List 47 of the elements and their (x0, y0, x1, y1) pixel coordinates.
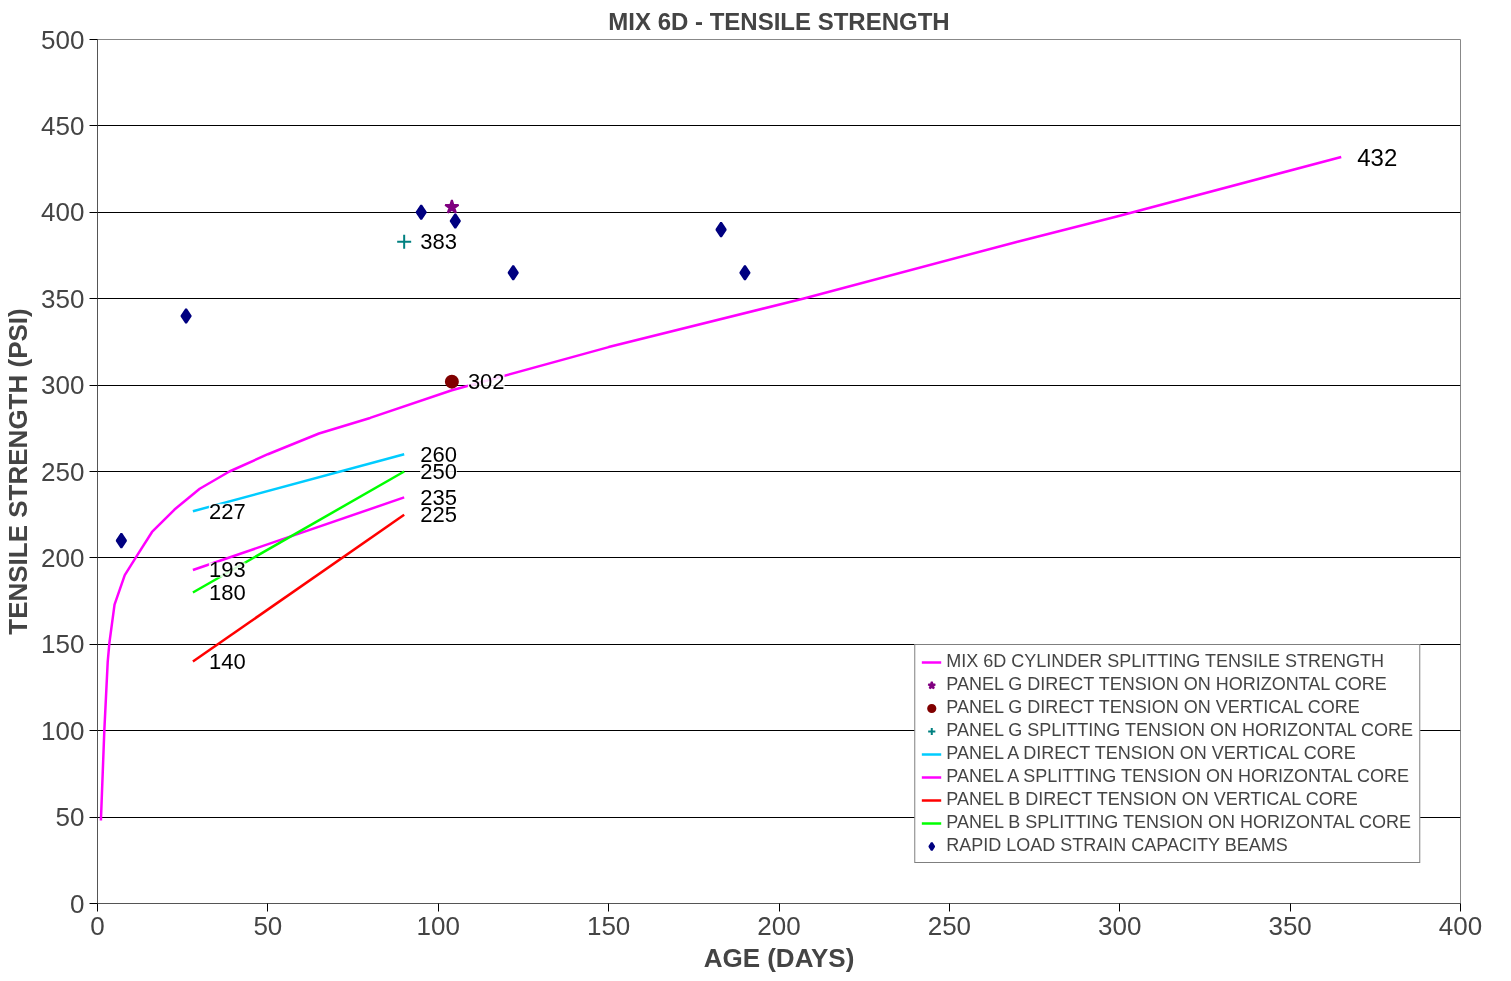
legend-label: PANEL G SPLITTING TENSION ON HORIZONTAL CORE (946, 720, 1413, 741)
point (180, 307, 192, 324)
y-tick-label: 0 (70, 888, 85, 919)
x-tick-label: 200 (757, 910, 801, 941)
y-tick-label: 350 (41, 283, 85, 314)
chart-title: MIX 6D - TENSILE STRENGTH (608, 7, 950, 35)
x-tick-label: 300 (1098, 910, 1142, 941)
y-tick-label: 450 (41, 110, 85, 141)
data-label: 302 (467, 369, 505, 395)
y-tick-label: 100 (41, 715, 85, 746)
x-tick-label: 100 (416, 910, 460, 941)
x-tick-label: 400 (1438, 910, 1483, 941)
data-label: 383 (420, 229, 457, 255)
x-tick-label: 250 (927, 910, 972, 941)
point (115, 532, 128, 549)
x-axis-title: AGE (DAYS) (703, 942, 855, 973)
legend-label: PANEL B SPLITTING TENSION ON HORIZONTAL CORE (946, 812, 1412, 833)
y-tick-label: 50 (55, 802, 85, 833)
point (396, 233, 413, 250)
point (739, 264, 751, 281)
data-label: 227 (208, 498, 246, 524)
y-tick-label: 300 (41, 370, 85, 401)
data-label: 432 (1357, 143, 1398, 171)
point (507, 264, 519, 281)
y-tick-label: 150 (41, 629, 85, 660)
y-axis-title: TENSILE STRENGTH (PSI) (3, 308, 34, 635)
legend-label: MIX 6D CYLINDER SPLITTING TENSILE STRENGTH (946, 651, 1385, 672)
x-tick-label: 0 (90, 910, 105, 941)
legend-label: PANEL A SPLITTING TENSION ON HORIZONTAL CORE (946, 766, 1410, 787)
x-tick-label: 50 (253, 910, 283, 941)
data-label: 140 (208, 649, 246, 675)
point (444, 374, 459, 389)
legend-label: PANEL G DIRECT TENSION ON VERTICAL CORE (946, 697, 1360, 718)
y-tick-label: 250 (41, 456, 85, 487)
legend-label: PANEL G DIRECT TENSION ON HORIZONTAL CORE (946, 674, 1387, 695)
y-tick-label: 200 (41, 542, 85, 573)
legend-label: RAPID LOAD STRAIN CAPACITY BEAMS (946, 835, 1288, 856)
point (449, 212, 461, 229)
legend-label: PANEL A DIRECT TENSION ON VERTICAL CORE (946, 743, 1356, 764)
point (444, 199, 460, 214)
point (415, 204, 427, 221)
x-tick-label: 350 (1268, 910, 1312, 941)
y-tick-label: 400 (41, 197, 85, 228)
x-tick-label: 150 (586, 910, 631, 941)
point (715, 221, 727, 238)
legend-label: PANEL B DIRECT TENSION ON VERTICAL CORE (946, 789, 1358, 810)
y-tick-label: 500 (41, 24, 85, 55)
